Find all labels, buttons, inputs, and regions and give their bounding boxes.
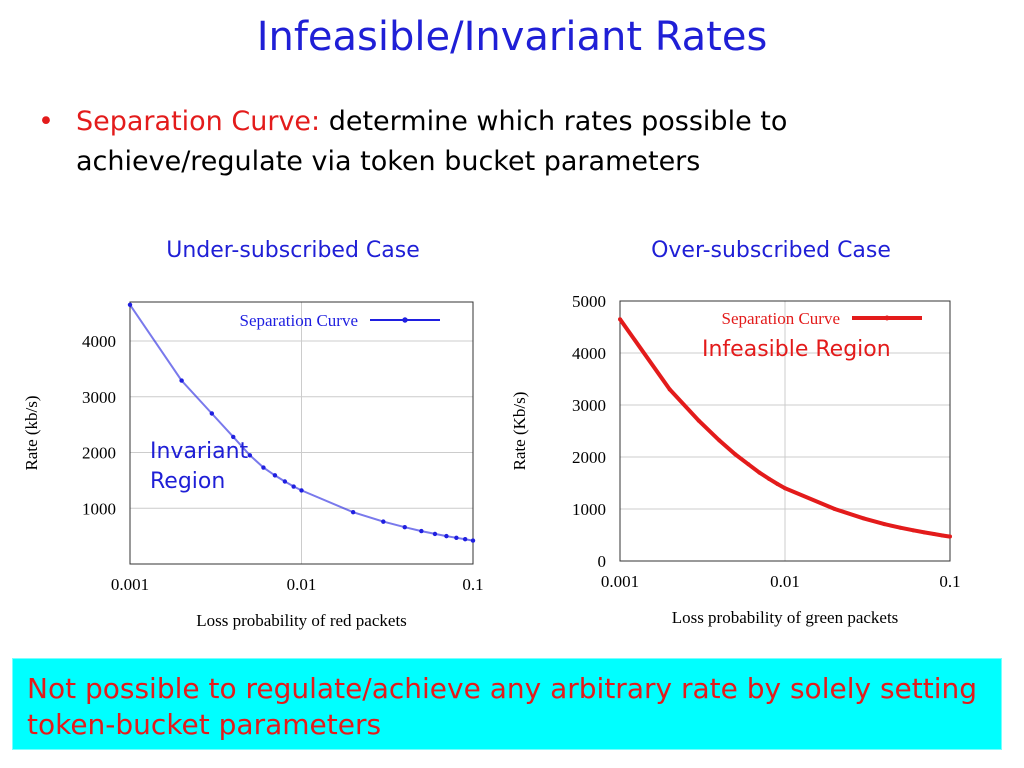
data-point-0-18 <box>948 534 952 539</box>
data-point-0-3 <box>717 438 722 443</box>
legend-label-0: Separation Curve <box>240 311 359 330</box>
right-chart: 0.001 0.01 0.1 0 1000 2000 3000 4000 5000 Loss pr… <box>510 292 961 627</box>
slide-title: Infeasible/Invariant Rates <box>256 14 768 60</box>
data-point-0-14 <box>432 531 438 537</box>
data-point-0-0 <box>127 302 133 307</box>
data-point-0-11 <box>381 519 386 524</box>
data-point-0-9 <box>783 486 787 491</box>
y-tick-label-4: 4000 <box>572 344 606 363</box>
x-tick-label-0: 0.001 <box>601 572 639 591</box>
data-point-0-2 <box>696 418 701 423</box>
data-point-0-15 <box>922 530 927 535</box>
data-point-0-5 <box>746 462 751 467</box>
x-tick-label-0: 0.001 <box>111 575 149 594</box>
x-axis-label: Loss probability of green packets <box>672 608 899 627</box>
data-point-0-11 <box>861 516 866 521</box>
invariant-region-line-1: Invariant <box>150 439 249 464</box>
data-point-0-3 <box>231 434 236 440</box>
x-tick-label-1: 0.01 <box>287 575 317 594</box>
data-point-0-17 <box>462 536 468 542</box>
y-tick-label-2: 3000 <box>82 388 116 407</box>
data-point-0-9 <box>299 488 304 493</box>
data-point-0-0 <box>618 317 622 322</box>
data-point-0-18 <box>470 538 476 543</box>
data-point-0-1 <box>179 378 184 383</box>
x-tick-label-2: 0.1 <box>462 575 483 594</box>
legend-marker-0 <box>402 317 408 323</box>
data-point-0-17 <box>940 533 945 538</box>
y-tick-label-0: 1000 <box>82 499 116 518</box>
data-point-0-13 <box>419 528 424 534</box>
y-tick-label-1: 2000 <box>82 444 116 463</box>
data-point-0-7 <box>767 476 772 481</box>
data-point-0-7 <box>282 479 288 484</box>
data-point-0-6 <box>757 470 762 475</box>
plot-frame <box>619 300 951 562</box>
data-point-0-10 <box>832 507 837 511</box>
bullet-marker: • <box>38 106 54 137</box>
bullet-text: Separation Curve: determine which rates … <box>76 102 936 182</box>
bullet-rest: determine which rates possible to achiev… <box>76 106 788 177</box>
data-point-0-10 <box>350 509 356 515</box>
data-point-0-16 <box>932 531 937 536</box>
y-axis-label: Rate (kb/s) <box>22 395 41 470</box>
data-point-0-12 <box>402 525 407 530</box>
invariant-region-label: Invariant Region <box>150 437 248 497</box>
data-point-0-8 <box>291 484 296 489</box>
data-point-0-6 <box>272 473 278 478</box>
left-chart: 0.001 0.01 0.1 1000 2000 3000 4000 Loss probabi… <box>22 301 484 630</box>
left-chart-caption: Under-subscribed Case <box>166 238 420 263</box>
data-point-0-14 <box>911 528 916 533</box>
legend-label-0: Separation Curve <box>722 309 841 328</box>
x-axis-label: Loss probability of red packets <box>196 611 407 630</box>
y-tick-label-3: 4000 <box>82 332 116 351</box>
data-point-0-12 <box>882 522 887 527</box>
bullet-highlight: Separation Curve: <box>76 106 321 137</box>
data-point-0-2 <box>209 411 215 416</box>
data-point-0-15 <box>444 533 449 539</box>
plot-frame <box>129 301 474 565</box>
y-tick-label-5: 5000 <box>572 292 606 311</box>
x-tick-label-2: 0.1 <box>939 572 960 591</box>
y-tick-label-3: 3000 <box>572 396 606 415</box>
note-text: Not possible to regulate/achieve any arb… <box>27 672 978 741</box>
y-tick-label-1: 1000 <box>572 500 606 519</box>
y-tick-label-0: 0 <box>598 552 607 571</box>
data-point-0-8 <box>775 482 780 487</box>
data-point-0-1 <box>667 387 672 392</box>
right-chart-caption: Over-subscribed Case <box>651 238 891 263</box>
x-tick-label-1: 0.01 <box>770 572 800 591</box>
data-point-0-16 <box>454 535 459 540</box>
invariant-region-line-2: Region <box>150 469 226 494</box>
data-point-0-4 <box>733 452 738 457</box>
data-point-0-4 <box>247 453 253 458</box>
note-box: Not possible to regulate/achieve any arb… <box>12 658 1002 750</box>
infeasible-region-label: Infeasible Region <box>702 337 891 362</box>
y-tick-label-2: 2000 <box>572 448 606 467</box>
data-point-0-13 <box>898 525 903 530</box>
y-axis-label: Rate (Kb/s) <box>510 392 529 471</box>
data-point-0-5 <box>261 465 266 470</box>
legend-marker-0 <box>884 315 890 321</box>
